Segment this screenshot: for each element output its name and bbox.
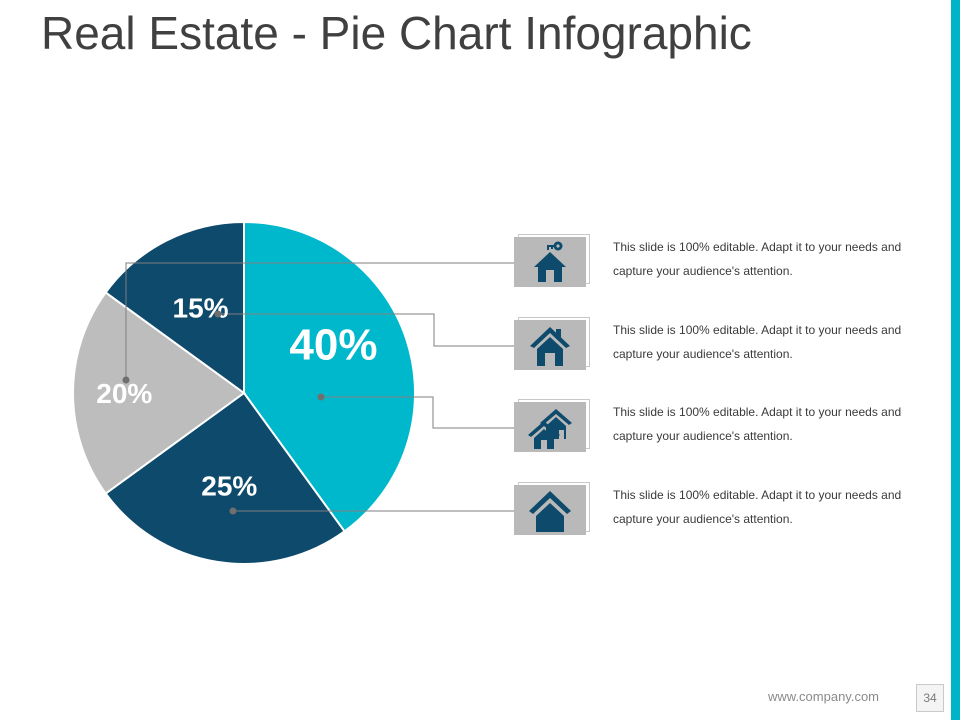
connector-dot [214, 310, 222, 318]
connector-line [125, 262, 514, 380]
item-text: This slide is 100% editable. Adapt it to… [613, 405, 902, 443]
slice-20 [72, 291, 246, 495]
connector-dot [122, 376, 130, 384]
connector-line [218, 313, 514, 347]
house-icon [529, 491, 571, 532]
info-row-2: This slide is 100% editable. Adapt it to… [514, 320, 914, 380]
slice-15 [104, 220, 245, 395]
connector-dot [317, 393, 325, 401]
slice-label: 25% [201, 471, 257, 502]
page-number: 34 [916, 684, 944, 712]
house-key-icon [534, 241, 566, 282]
slice-label: 15% [173, 292, 229, 323]
connector-line [321, 396, 514, 429]
footer-url: www.company.com [768, 689, 880, 704]
slice-40 [243, 220, 416, 533]
icon-box [514, 485, 586, 535]
item-text: This slide is 100% editable. Adapt it to… [613, 323, 902, 361]
item-text: This slide is 100% editable. Adapt it to… [613, 240, 902, 278]
accent-bar [951, 0, 960, 720]
icon-box [514, 320, 586, 370]
slice-25 [104, 391, 346, 565]
icon-box [514, 402, 586, 452]
icon-box [514, 237, 586, 287]
house-chimney-icon [530, 327, 570, 366]
item-text: This slide is 100% editable. Adapt it to… [613, 488, 902, 526]
info-row-3: This slide is 100% editable. Adapt it to… [514, 402, 914, 462]
info-row-1: This slide is 100% editable. Adapt it to… [514, 237, 914, 297]
connector-dot [229, 507, 237, 515]
slice-label: 40% [289, 320, 377, 369]
houses-icon [528, 409, 572, 449]
slide-title: Real Estate - Pie Chart Infographic [41, 7, 752, 59]
info-row-4: This slide is 100% editable. Adapt it to… [514, 485, 914, 545]
